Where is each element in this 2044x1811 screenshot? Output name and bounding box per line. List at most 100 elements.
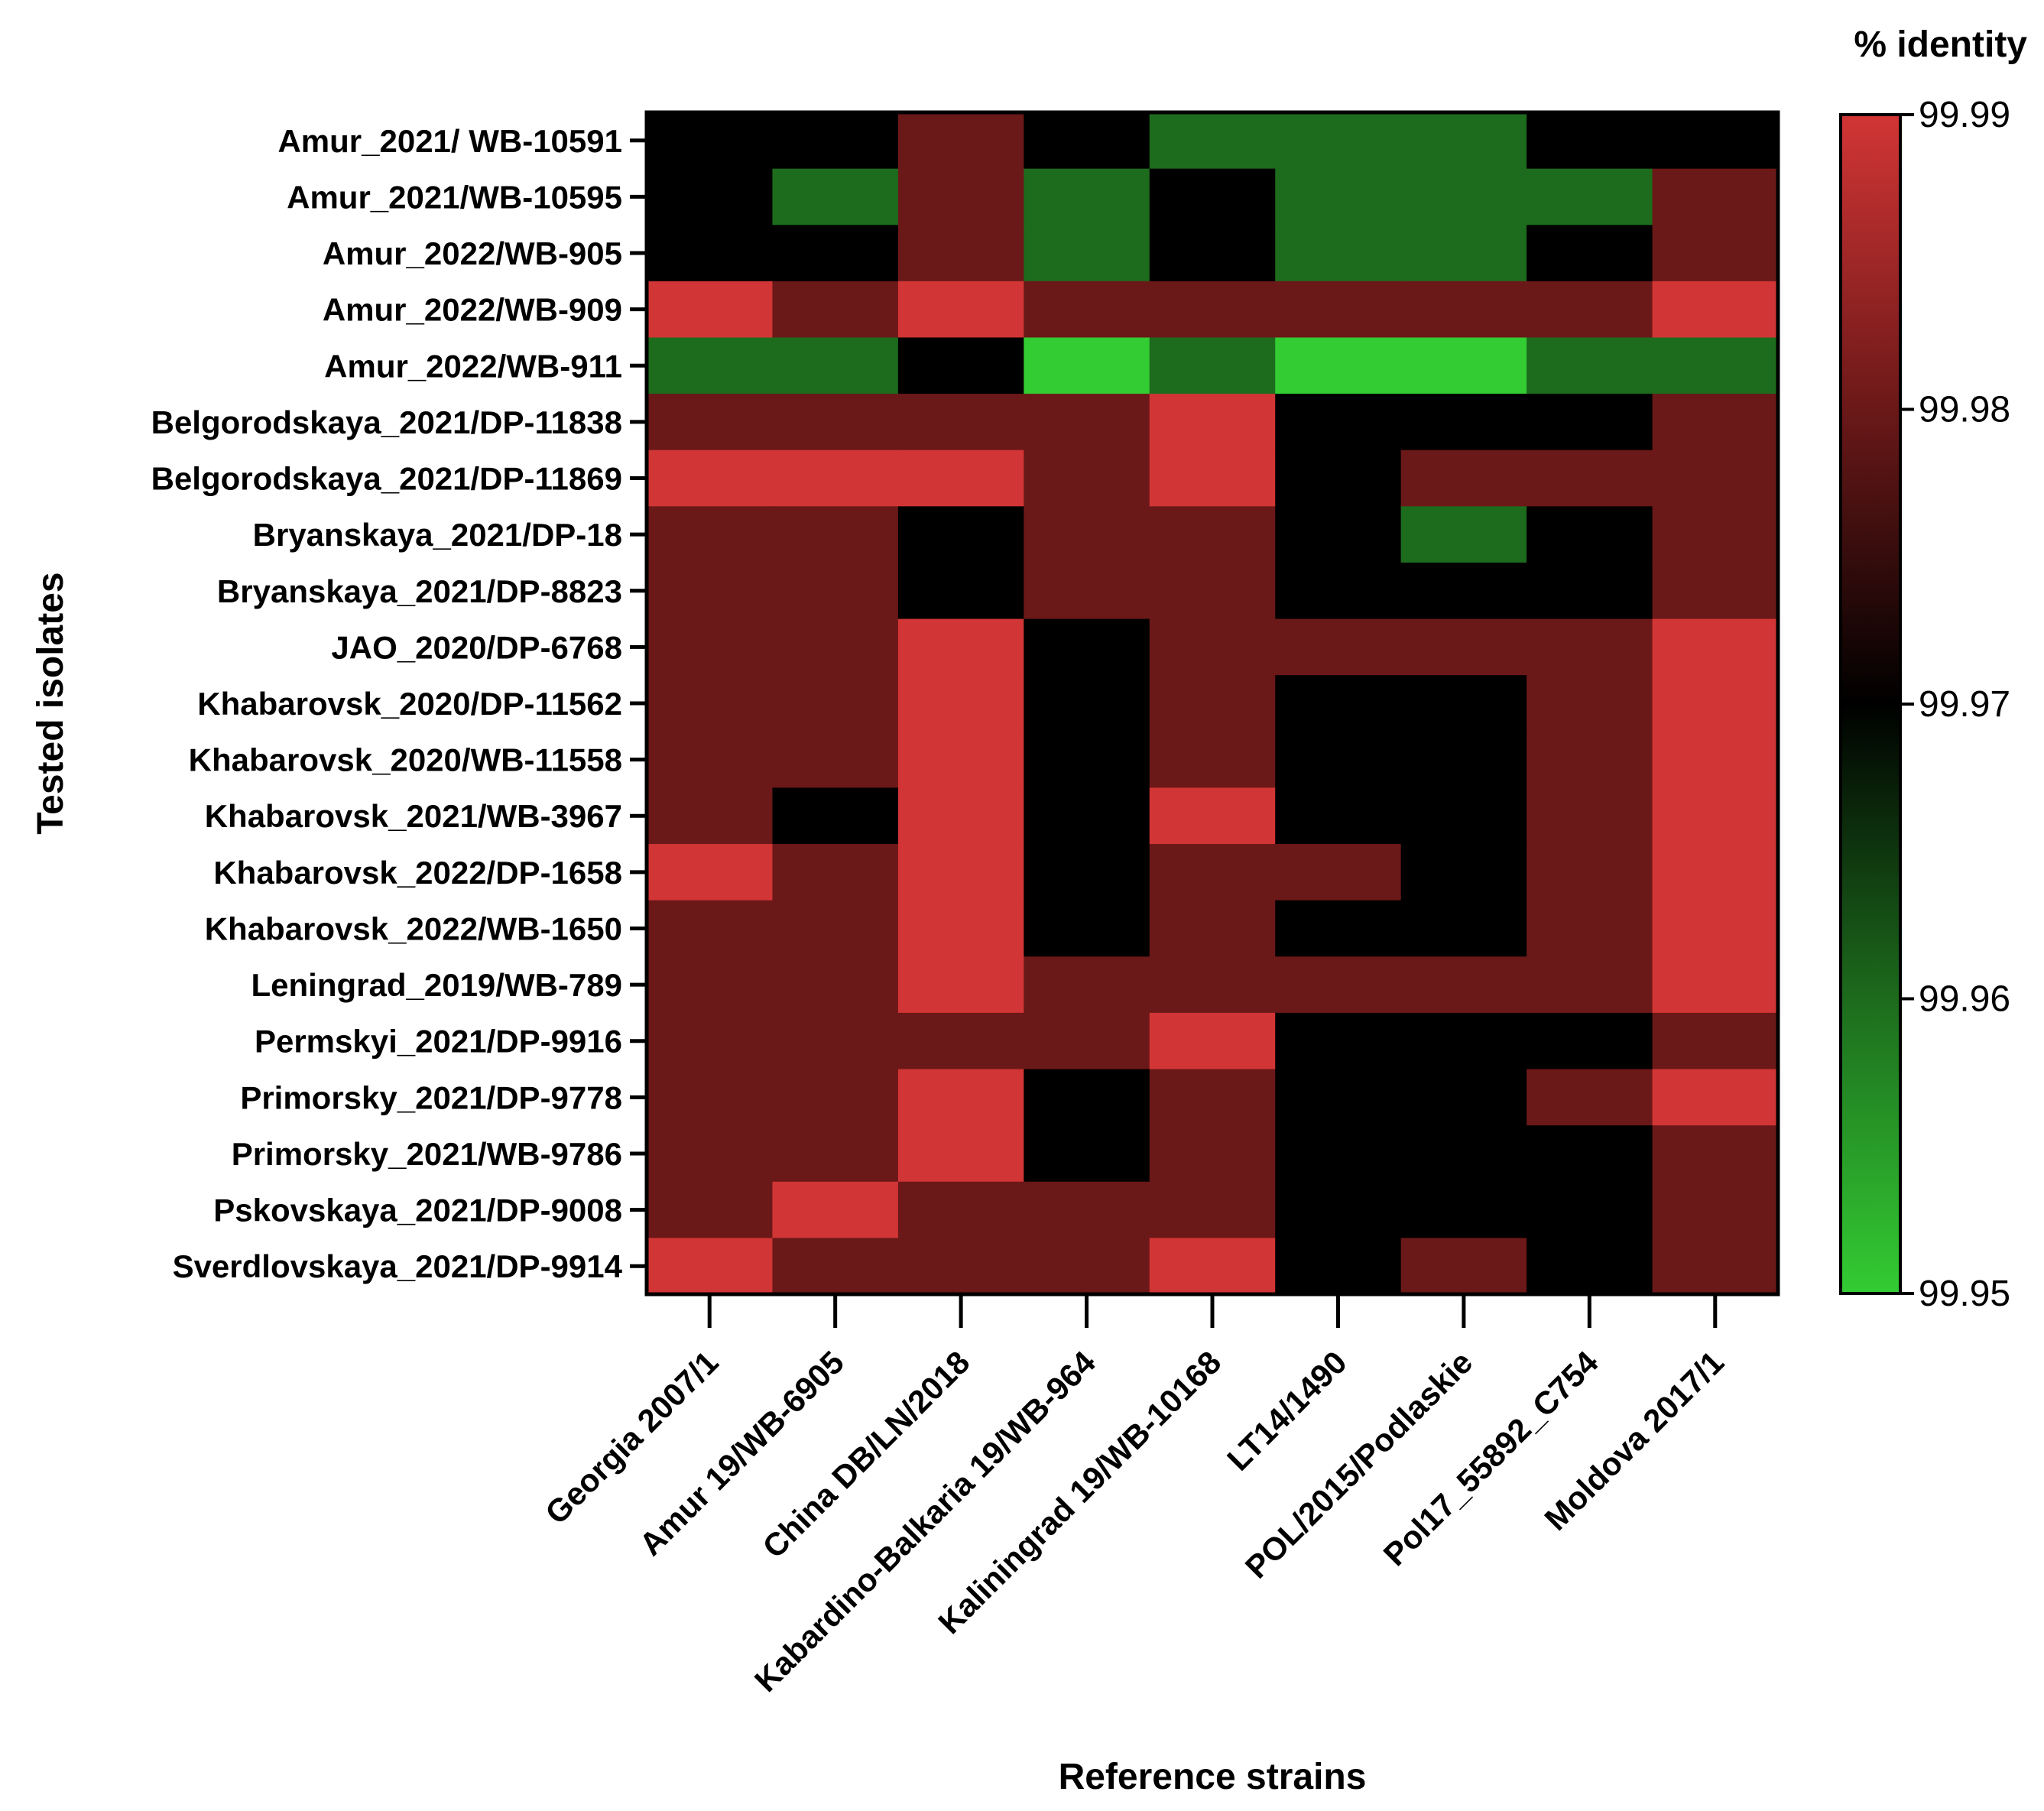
heatmap-cell — [772, 844, 899, 901]
heatmap-cell — [1149, 1238, 1276, 1295]
heatmap-cell — [1527, 1181, 1653, 1238]
heatmap-cell — [772, 281, 899, 339]
heatmap-cell — [1652, 1181, 1779, 1238]
heatmap-cell — [897, 1238, 1024, 1295]
heatmap-cell — [1275, 337, 1402, 394]
heatmap-cell — [1024, 450, 1150, 507]
heatmap-cell — [1652, 112, 1779, 170]
y-tick-label: Pskovskaya_2021/DP-9008 — [213, 1193, 622, 1228]
heatmap-cell — [1149, 956, 1276, 1014]
heatmap-cell — [647, 168, 774, 226]
heatmap-cell — [647, 450, 774, 507]
heatmap-cell — [897, 900, 1024, 957]
heatmap-cell — [1527, 394, 1653, 451]
heatmap-cell — [1400, 844, 1527, 901]
heatmap-cell — [1400, 506, 1527, 563]
heatmap-cell — [772, 1069, 899, 1126]
heatmap-cell — [1400, 1012, 1527, 1070]
y-tick-label: Khabarovsk_2022/DP-1658 — [213, 855, 622, 891]
heatmap-cell — [1275, 112, 1402, 170]
heatmap-cell — [647, 281, 774, 339]
x-tick-label: LT14/1490 — [1220, 1344, 1354, 1478]
heatmap-cell — [1527, 900, 1653, 957]
heatmap-cell — [647, 1181, 774, 1238]
heatmap-cell — [1275, 225, 1402, 282]
heatmap-cell — [647, 506, 774, 563]
heatmap-cell — [772, 168, 899, 226]
colorbar-tick-label: 99.99 — [1919, 95, 2010, 135]
x-tick-label: POL/2015/Podlaskie — [1238, 1344, 1480, 1585]
heatmap-cell — [897, 168, 1024, 226]
colorbar-tick-label: 99.98 — [1919, 390, 2010, 430]
heatmap-cell — [1149, 900, 1276, 957]
heatmap-cell — [1527, 506, 1653, 563]
y-tick-label: Bryanskaya_2021/DP-8823 — [217, 573, 622, 609]
heatmap-cell — [897, 281, 1024, 339]
heatmap-cell — [897, 337, 1024, 394]
heatmap-cell — [647, 900, 774, 957]
heatmap-cell — [772, 394, 899, 451]
heatmap-cell — [1527, 1238, 1653, 1295]
heatmap-cell — [1400, 731, 1527, 789]
heatmap-cell — [772, 112, 899, 170]
heatmap-cell — [1275, 900, 1402, 957]
heatmap-cell — [1149, 675, 1276, 732]
heatmap-cell — [1149, 731, 1276, 789]
heatmap-cell — [897, 450, 1024, 507]
heatmap-cell — [897, 394, 1024, 451]
heatmap-cell — [1652, 281, 1779, 339]
heatmap-cell — [772, 337, 899, 394]
y-tick-label: Belgorodskaya_2021/DP-11869 — [151, 461, 622, 497]
heatmap-cell — [1400, 956, 1527, 1014]
heatmap-cell — [647, 562, 774, 620]
heatmap-cell — [897, 787, 1024, 845]
y-tick-label: Sverdlovskaya_2021/DP-9914 — [173, 1248, 623, 1284]
heatmap-cell — [1527, 562, 1653, 620]
heatmap-cell — [897, 675, 1024, 732]
heatmap-cell — [772, 225, 899, 282]
heatmap-cell — [1652, 731, 1779, 789]
x-axis-title: Reference strains — [1059, 1757, 1367, 1797]
heatmap-cell — [1527, 112, 1653, 170]
heatmap-cell — [1275, 1125, 1402, 1183]
heatmap-cell — [647, 112, 774, 170]
heatmap-cell — [1400, 1238, 1527, 1295]
heatmap-cell — [1652, 1238, 1779, 1295]
heatmap-cell — [772, 1012, 899, 1070]
heatmap-cell — [1652, 450, 1779, 507]
x-tick-label: China DB/LN/2018 — [755, 1344, 976, 1565]
heatmap-cell — [1275, 956, 1402, 1014]
heatmap-cell — [1400, 337, 1527, 394]
y-tick-label: Amur_2021/ WB-10591 — [277, 123, 622, 159]
y-tick-label: Bryanskaya_2021/DP-18 — [253, 517, 622, 553]
heatmap-cell — [1275, 787, 1402, 845]
heatmap-cell — [647, 731, 774, 789]
heatmap-cell — [1275, 675, 1402, 732]
heatmap-cell — [647, 1069, 774, 1126]
heatmap-cell — [1024, 1125, 1150, 1183]
colorbar-ticks: 99.99 99.98 99.97 99.96 99.95 — [1900, 95, 2010, 1314]
heatmap-cell — [897, 506, 1024, 563]
heatmap-cell — [647, 394, 774, 451]
heatmap-cell — [1149, 450, 1276, 507]
heatmap-cell — [1024, 168, 1150, 226]
heatmap-cell — [1275, 450, 1402, 507]
heatmap-cell — [1527, 1012, 1653, 1070]
heatmap-cell — [1652, 956, 1779, 1014]
heatmap-cell — [1527, 675, 1653, 732]
heatmap-cell — [1149, 394, 1276, 451]
heatmap-cell — [1652, 675, 1779, 732]
heatmap-cell — [1400, 1069, 1527, 1126]
y-axis: Amur_2021/ WB-10591 Amur_2021/WB-10595 Amu… — [151, 123, 647, 1284]
heatmap-cell — [647, 675, 774, 732]
heatmap-cell — [1400, 281, 1527, 339]
heatmap-cell — [1149, 844, 1276, 901]
heatmap-cell — [1024, 225, 1150, 282]
heatmap-cell — [1652, 337, 1779, 394]
heatmap-cell — [1400, 112, 1527, 170]
y-tick-label: Primorsky_2021/DP-9778 — [240, 1079, 622, 1115]
heatmap-cell — [1527, 956, 1653, 1014]
heatmap-cell — [897, 844, 1024, 901]
